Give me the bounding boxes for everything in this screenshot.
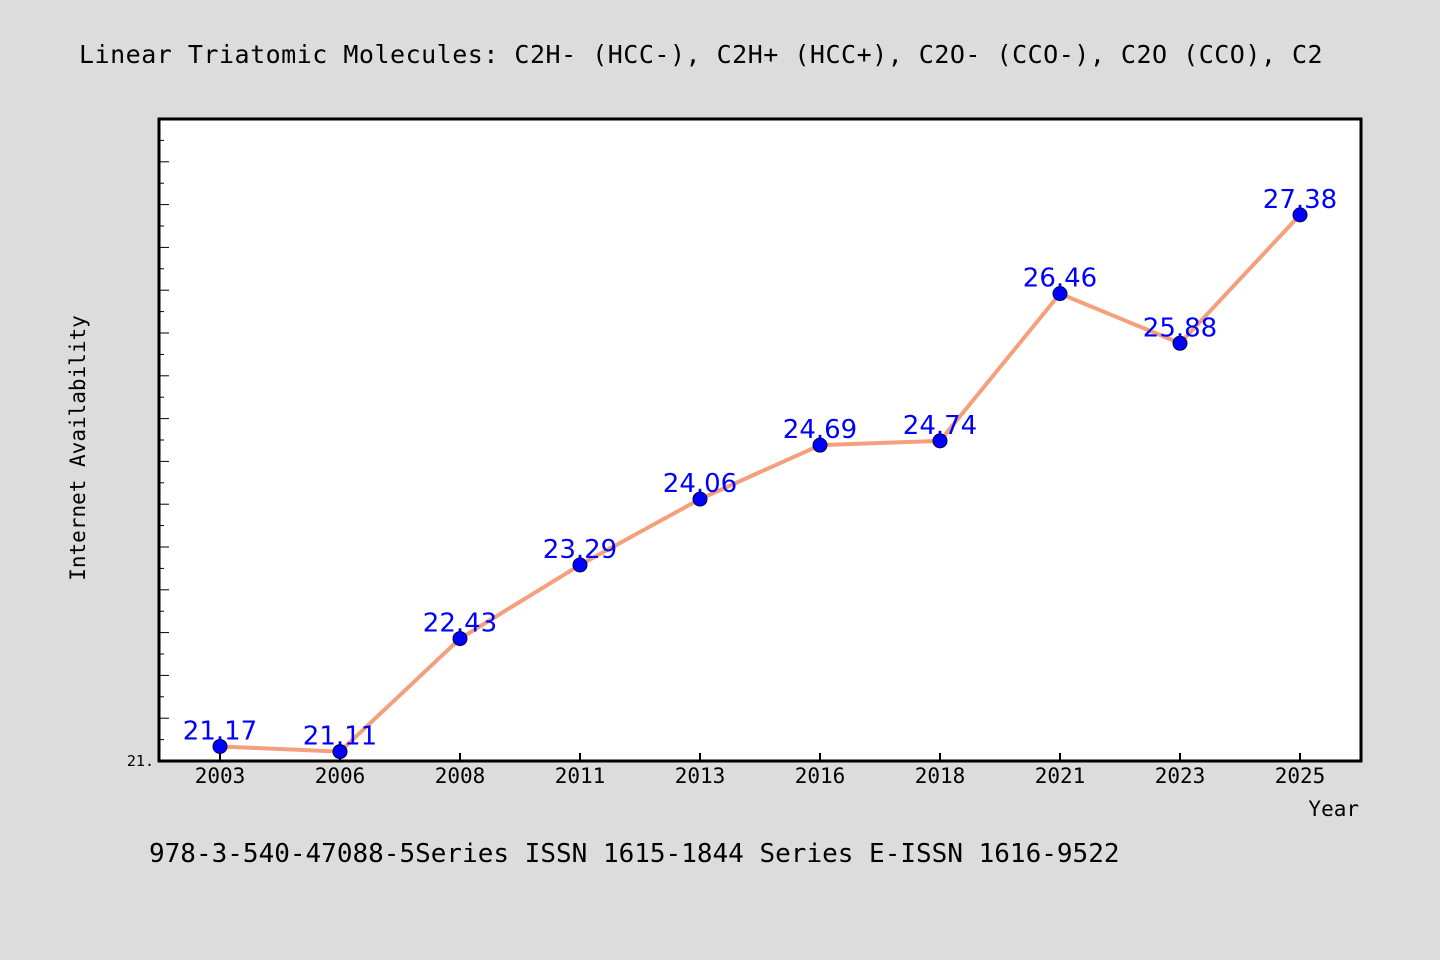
x-tick-label: 2011 xyxy=(555,764,606,788)
data-label: 24.06 xyxy=(663,469,737,499)
data-label: 25.88 xyxy=(1143,313,1217,343)
series-line xyxy=(218,212,1302,754)
data-label: 24.74 xyxy=(903,411,977,441)
data-point xyxy=(1172,335,1188,351)
x-axis-ticks: 2003 2006 2008 2011 2013 2016 2018 2021 2023 2025 xyxy=(195,753,1326,788)
data-point xyxy=(572,557,588,573)
data-label: 21.17 xyxy=(183,716,257,746)
data-label: 27.38 xyxy=(1263,185,1337,215)
x-tick-label: 2016 xyxy=(795,764,846,788)
data-point xyxy=(1052,286,1068,302)
data-point xyxy=(452,631,468,647)
x-tick-label: 2025 xyxy=(1275,764,1326,788)
data-label: 23.29 xyxy=(543,535,617,565)
data-point xyxy=(932,433,948,449)
data-label: 24.69 xyxy=(783,415,857,445)
data-labels: 21.17 21.11 22.43 23.29 24.06 24.69 24.74 26.46… xyxy=(183,185,1337,752)
data-label: 22.43 xyxy=(423,609,497,639)
data-point xyxy=(332,744,348,760)
data-points xyxy=(212,207,1308,760)
y-axis-minor-ticks xyxy=(159,118,169,762)
data-label: 26.46 xyxy=(1023,264,1097,294)
chart-title: Linear Triatomic Molecules: C2H- (HCC-),… xyxy=(79,40,1323,69)
y-axis-tick-label: 21. xyxy=(127,752,154,770)
plot-area xyxy=(157,117,1363,763)
data-point xyxy=(1292,207,1308,223)
data-label: 21.11 xyxy=(303,722,377,752)
x-tick-label: 2018 xyxy=(915,764,966,788)
data-point xyxy=(692,491,708,507)
x-tick-label: 2021 xyxy=(1035,764,1086,788)
x-tick-label: 2008 xyxy=(435,764,486,788)
footer-text: 978-3-540-47088-5Series ISSN 1615-1844 S… xyxy=(149,839,1120,869)
x-tick-label: 2013 xyxy=(675,764,726,788)
data-point xyxy=(812,437,828,453)
data-point xyxy=(212,738,228,754)
y-axis-title: Internet Availability xyxy=(66,315,90,581)
x-axis-title: Year xyxy=(1308,797,1359,821)
x-tick-label: 2023 xyxy=(1155,764,1206,788)
x-tick-label: 2003 xyxy=(195,764,246,788)
x-tick-label: 2006 xyxy=(315,764,366,788)
